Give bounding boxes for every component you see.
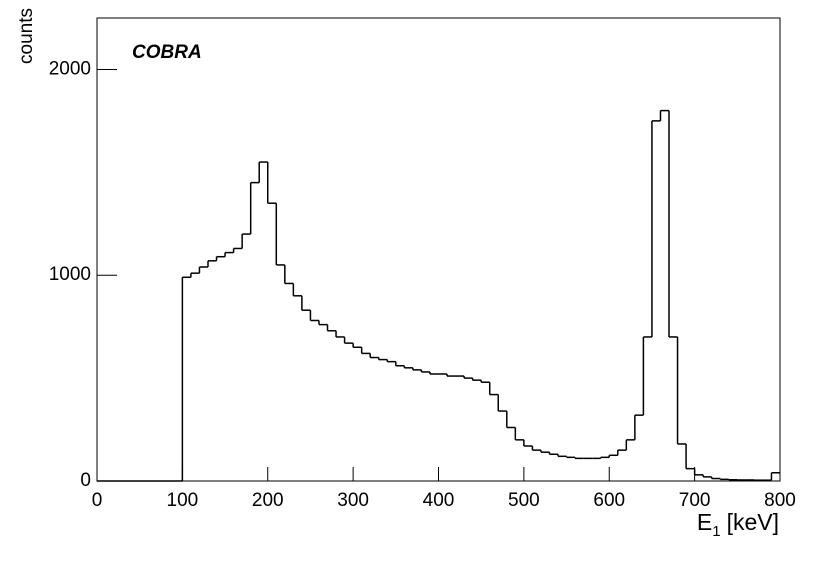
x-tick-label: 400 xyxy=(423,490,455,511)
x-tick-label: 200 xyxy=(252,490,284,511)
x-label-subscript: 1 xyxy=(712,523,720,540)
x-tick-label: 100 xyxy=(167,490,199,511)
chart-label: COBRA xyxy=(132,42,202,63)
x-tick-label: 0 xyxy=(92,490,103,511)
x-axis-label: E1 [keV] xyxy=(697,509,779,540)
x-tick-label: 800 xyxy=(764,490,796,511)
x-tick-label: 500 xyxy=(508,490,540,511)
y-tick-label: 2000 xyxy=(49,58,91,79)
x-tick-label: 700 xyxy=(679,490,711,511)
x-tick-label: 600 xyxy=(593,490,625,511)
x-tick-label: 300 xyxy=(337,490,369,511)
y-axis-label: counts xyxy=(16,8,37,64)
x-label-symbol: E xyxy=(697,509,712,535)
y-tick-label: 1000 xyxy=(49,264,91,285)
x-label-unit: [keV] xyxy=(727,509,779,535)
y-tick-label: 0 xyxy=(80,470,91,491)
